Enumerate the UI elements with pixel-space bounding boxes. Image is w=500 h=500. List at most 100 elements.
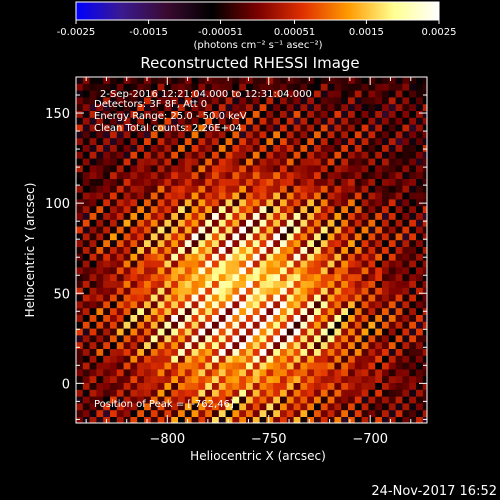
heatmap-cell [361, 355, 369, 363]
heatmap-cell [150, 165, 158, 173]
heatmap-cell [150, 294, 158, 302]
heatmap-cell [348, 362, 356, 370]
heatmap-cell [198, 342, 206, 350]
heatmap-cell [422, 308, 427, 316]
heatmap-cell [164, 308, 172, 316]
heatmap-cell [239, 301, 247, 309]
heatmap-cell [327, 206, 335, 214]
heatmap-cell [320, 383, 328, 391]
heatmap-cell [103, 158, 111, 166]
heatmap-cell [137, 97, 145, 105]
heatmap-cell [334, 389, 342, 397]
heatmap-cell [110, 383, 118, 391]
heatmap-cell [171, 192, 179, 200]
heatmap-cell [259, 247, 267, 255]
heatmap-cell [252, 253, 260, 261]
heatmap-cell [205, 349, 213, 357]
heatmap-cell [164, 369, 172, 377]
heatmap-cell [184, 124, 192, 132]
heatmap-cell [150, 90, 158, 98]
heatmap-cell [395, 158, 403, 166]
heatmap-cell [273, 294, 281, 302]
heatmap-cell [212, 247, 220, 255]
heatmap-cell [280, 253, 288, 261]
heatmap-cell [259, 213, 267, 221]
heatmap-cell [300, 97, 308, 105]
heatmap-cell [212, 315, 220, 323]
heatmap-cell [320, 165, 328, 173]
heatmap-cell [334, 294, 342, 302]
heatmap-cell [334, 342, 342, 350]
heatmap-cell [137, 111, 145, 119]
heatmap-cell [286, 410, 294, 418]
heatmap-cell [368, 396, 376, 404]
heatmap-cell [218, 131, 226, 139]
heatmap-cell [361, 267, 369, 275]
heatmap-cell [96, 226, 104, 234]
heatmap-cell [123, 172, 131, 180]
heatmap-cell [198, 145, 206, 153]
heatmap-cell [341, 111, 349, 119]
heatmap-cell [293, 247, 301, 255]
heatmap-cell [232, 179, 240, 187]
heatmap-cell [103, 260, 111, 268]
heatmap-cell [137, 274, 145, 282]
heatmap-cell [280, 335, 288, 343]
heatmap-cell [293, 376, 301, 384]
heatmap-cell [144, 274, 152, 282]
heatmap-cell [144, 355, 152, 363]
heatmap-cell [395, 315, 403, 323]
heatmap-cell [144, 138, 152, 146]
heatmap-cell [402, 138, 410, 146]
heatmap-cell [266, 165, 274, 173]
heatmap-cell [178, 124, 186, 132]
heatmap-cell [273, 247, 281, 255]
heatmap-cell [341, 97, 349, 105]
chart-title: Reconstructed RHESSI Image [140, 54, 359, 72]
heatmap-cell [395, 274, 403, 282]
heatmap-cell [205, 213, 213, 221]
heatmap-cell [361, 281, 369, 289]
heatmap-cell [266, 97, 274, 105]
heatmap-cell [184, 179, 192, 187]
heatmap-cell [137, 138, 145, 146]
heatmap-cell [314, 226, 322, 234]
heatmap-cell [368, 328, 376, 336]
heatmap-cell [266, 342, 274, 350]
heatmap-cell [409, 151, 417, 159]
heatmap-cell [218, 355, 226, 363]
heatmap-cell [150, 321, 158, 329]
heatmap-cell [150, 213, 158, 221]
heatmap-cell [382, 247, 390, 255]
heatmap-cell [178, 362, 186, 370]
heatmap-cell [252, 260, 260, 268]
heatmap-cell [266, 199, 274, 207]
heatmap-cell [307, 240, 315, 248]
heatmap-cell [103, 396, 111, 404]
heatmap-cell [103, 213, 111, 221]
heatmap-cell [171, 158, 179, 166]
heatmap-cell [103, 355, 111, 363]
heatmap-cell [212, 117, 220, 125]
heatmap-cell [212, 104, 220, 112]
heatmap-cell [191, 104, 199, 112]
heatmap-cell [314, 287, 322, 295]
heatmap-cell [402, 145, 410, 153]
heatmap-cell [402, 199, 410, 207]
heatmap-cell [103, 226, 111, 234]
heatmap-cell [409, 315, 417, 323]
heatmap-cell [368, 403, 376, 411]
heatmap-cell [307, 97, 315, 105]
heatmap-cell [144, 131, 152, 139]
heatmap-cell [388, 97, 396, 105]
heatmap-cell [300, 213, 308, 221]
heatmap-cell [416, 349, 424, 357]
heatmap-cell [422, 287, 427, 295]
heatmap-cell [130, 396, 138, 404]
heatmap-cell [123, 308, 131, 316]
heatmap-cell [416, 206, 424, 214]
heatmap-cell [137, 308, 145, 316]
heatmap-cell [334, 274, 342, 282]
heatmap-cell [191, 369, 199, 377]
heatmap-cell [89, 376, 97, 384]
